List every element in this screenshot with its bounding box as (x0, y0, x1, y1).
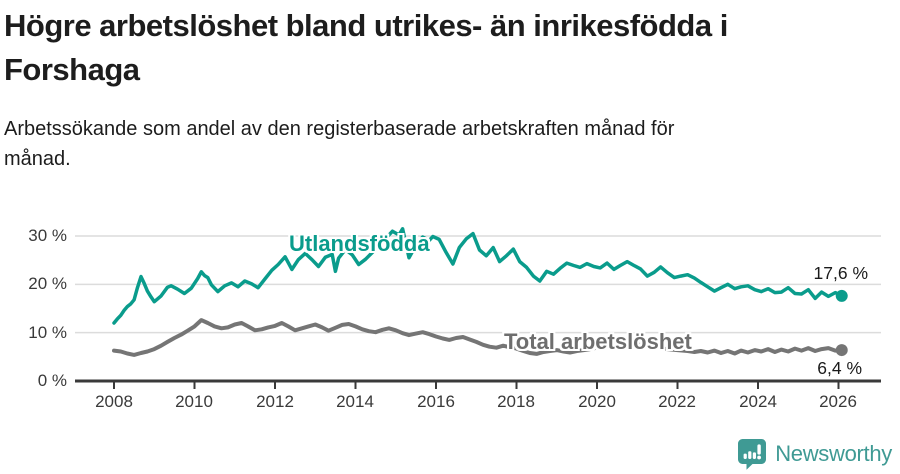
series-lines (112, 227, 848, 357)
chart-subtitle: Arbetssökande som andel av den registerb… (4, 114, 874, 174)
x-tick-2026: 2026 (819, 392, 857, 411)
x-tick-2020: 2020 (578, 392, 616, 411)
speech-bubble-bar-chart-icon (738, 439, 767, 470)
page-title: Högre arbetslöshet bland utrikes- än inr… (4, 4, 884, 92)
x-tick-2012: 2012 (256, 392, 294, 411)
end-value-total: 6,4 % (817, 358, 862, 378)
subtitle-line-1: Arbetssökande som andel av den registerb… (4, 118, 675, 140)
series-label-utlandsfodda: Utlandsfödda (289, 231, 430, 256)
series-label-total-arbetsloshet: Total arbetslöshet (504, 329, 692, 354)
x-tick-2024: 2024 (739, 392, 777, 411)
x-tick-2022: 2022 (658, 392, 696, 411)
x-tick-2008: 2008 (95, 392, 133, 411)
y-tick-10: 10 % (28, 323, 67, 342)
title-line-2: Forshaga (4, 52, 140, 87)
x-tick-2018: 2018 (497, 392, 535, 411)
y-tick-0: 0 % (37, 371, 67, 390)
x-axis (75, 379, 881, 389)
title-line-1: Högre arbetslöshet bland utrikes- än inr… (4, 8, 728, 43)
x-tick-2014: 2014 (336, 392, 374, 411)
x-tick-2016: 2016 (417, 392, 455, 411)
y-tick-20: 20 % (28, 274, 67, 293)
subtitle-line-2: månad. (4, 148, 71, 170)
brand-name: Newsworthy (775, 441, 892, 466)
x-tick-2010: 2010 (175, 392, 213, 411)
y-tick-30: 30 % (28, 226, 67, 245)
newsworthy-logo[interactable]: Newsworthy (737, 438, 892, 470)
end-value-utlandsfodda: 17,6 % (813, 263, 868, 283)
